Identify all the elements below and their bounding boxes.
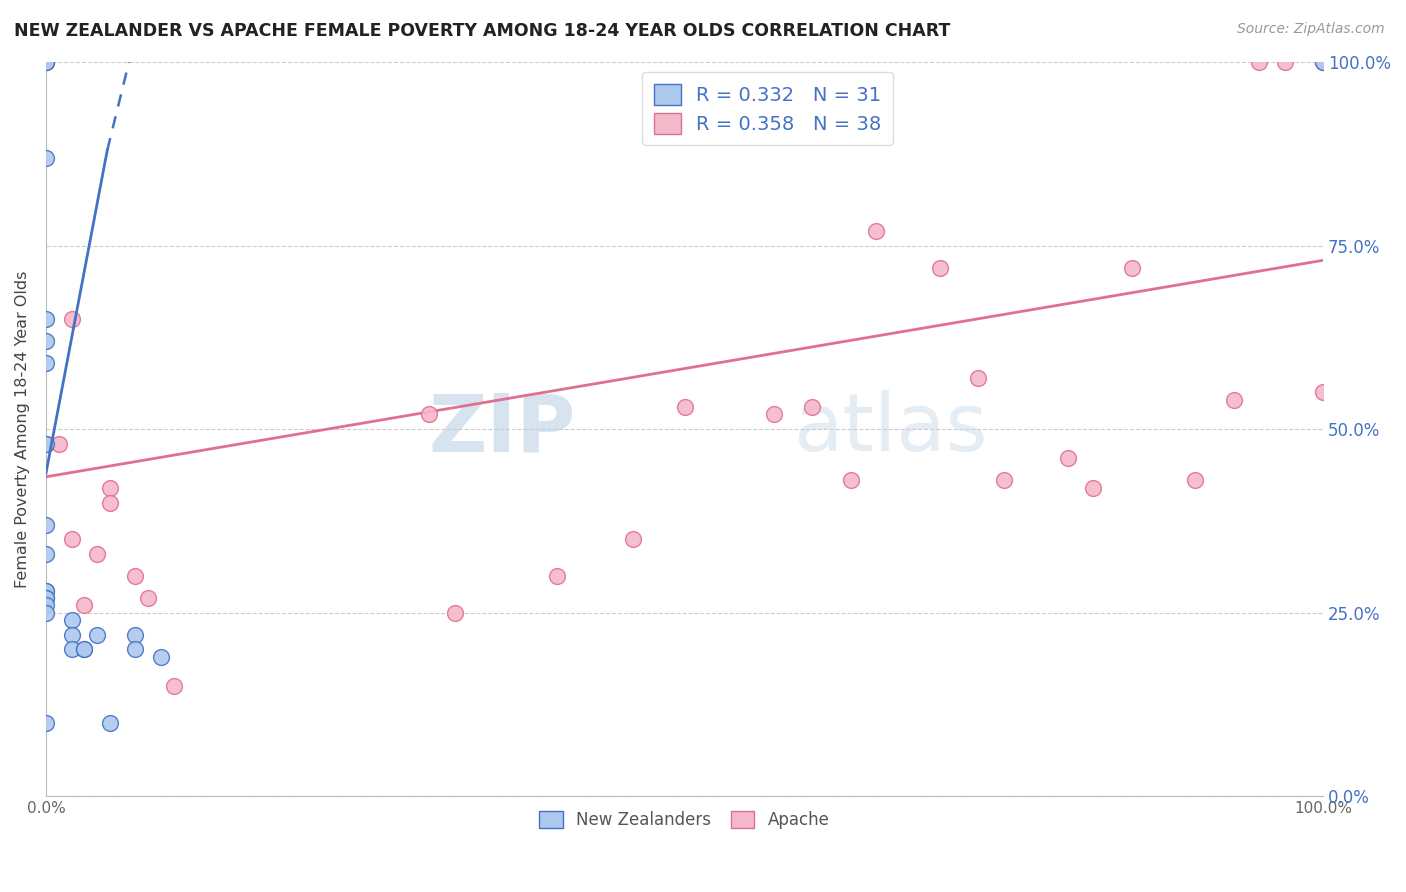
Point bbox=[98, 481, 121, 495]
Point bbox=[35, 715, 58, 730]
Point bbox=[35, 334, 58, 348]
Point bbox=[73, 642, 96, 657]
Point bbox=[1222, 392, 1244, 407]
Point bbox=[86, 547, 108, 561]
Point bbox=[673, 400, 696, 414]
Point bbox=[35, 312, 58, 326]
Point bbox=[35, 356, 58, 370]
Point bbox=[124, 627, 146, 641]
Point bbox=[86, 627, 108, 641]
Point bbox=[124, 569, 146, 583]
Text: atlas: atlas bbox=[793, 390, 987, 468]
Point bbox=[35, 55, 58, 70]
Point bbox=[136, 591, 159, 605]
Point bbox=[1083, 481, 1105, 495]
Point bbox=[418, 408, 440, 422]
Point bbox=[35, 55, 58, 70]
Point bbox=[35, 583, 58, 598]
Point bbox=[1312, 55, 1334, 70]
Point bbox=[623, 532, 645, 546]
Point bbox=[35, 437, 58, 451]
Point bbox=[1056, 451, 1078, 466]
Point bbox=[98, 715, 121, 730]
Text: NEW ZEALANDER VS APACHE FEMALE POVERTY AMONG 18-24 YEAR OLDS CORRELATION CHART: NEW ZEALANDER VS APACHE FEMALE POVERTY A… bbox=[14, 22, 950, 40]
Point bbox=[35, 591, 58, 605]
Point bbox=[60, 627, 83, 641]
Point bbox=[60, 532, 83, 546]
Point bbox=[35, 599, 58, 613]
Point bbox=[1184, 474, 1206, 488]
Point bbox=[839, 474, 862, 488]
Point bbox=[35, 583, 58, 598]
Point bbox=[35, 591, 58, 605]
Point bbox=[993, 474, 1015, 488]
Point bbox=[443, 606, 465, 620]
Point bbox=[865, 224, 887, 238]
Point bbox=[1312, 55, 1334, 70]
Text: Source: ZipAtlas.com: Source: ZipAtlas.com bbox=[1237, 22, 1385, 37]
Point bbox=[1121, 260, 1143, 275]
Point bbox=[35, 55, 58, 70]
Point bbox=[967, 370, 990, 384]
Point bbox=[73, 642, 96, 657]
Point bbox=[35, 606, 58, 620]
Point bbox=[60, 613, 83, 627]
Point bbox=[1274, 55, 1296, 70]
Point bbox=[546, 569, 568, 583]
Point bbox=[929, 260, 952, 275]
Point bbox=[163, 679, 186, 693]
Point bbox=[73, 599, 96, 613]
Point bbox=[35, 151, 58, 165]
Legend: New Zealanders, Apache: New Zealanders, Apache bbox=[533, 804, 837, 836]
Point bbox=[149, 649, 172, 664]
Point bbox=[35, 517, 58, 532]
Point bbox=[35, 547, 58, 561]
Point bbox=[60, 642, 83, 657]
Point bbox=[762, 408, 785, 422]
Point bbox=[124, 642, 146, 657]
Point bbox=[98, 495, 121, 509]
Text: ZIP: ZIP bbox=[429, 390, 576, 468]
Point bbox=[1312, 385, 1334, 400]
Y-axis label: Female Poverty Among 18-24 Year Olds: Female Poverty Among 18-24 Year Olds bbox=[15, 270, 30, 588]
Point bbox=[60, 312, 83, 326]
Point bbox=[801, 400, 824, 414]
Point bbox=[1249, 55, 1271, 70]
Point bbox=[35, 437, 58, 451]
Point bbox=[48, 437, 70, 451]
Point bbox=[35, 55, 58, 70]
